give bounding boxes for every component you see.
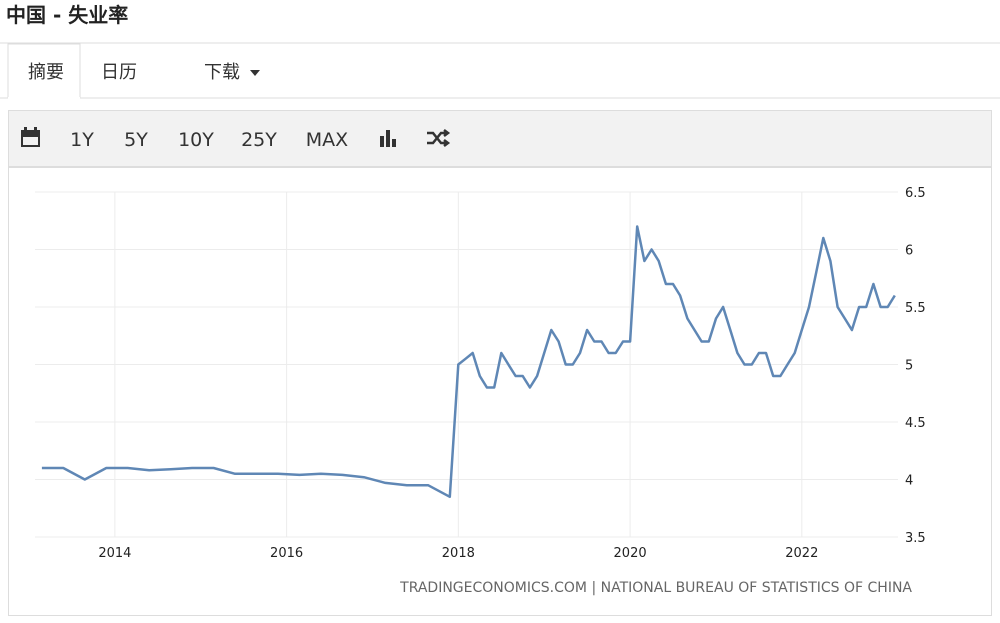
line — [41, 225, 896, 499]
x-tick-label: 2022 — [785, 546, 818, 561]
x-tick-label: 2020 — [614, 546, 647, 561]
tab-gap — [8, 97, 80, 100]
tab[interactable]: 下载 — [204, 62, 240, 83]
shuffle-icon[interactable] — [427, 129, 451, 147]
y-tick-label: 5 — [905, 359, 913, 374]
y-tick-label: 6 — [905, 244, 913, 259]
range-button[interactable]: 10Y — [178, 129, 214, 151]
y-tick-label: 4.5 — [905, 416, 926, 431]
y-tick-label: 6.5 — [905, 186, 926, 201]
x-tick-label: 2018 — [442, 546, 475, 561]
x-tick-label: 2016 — [270, 546, 303, 561]
chart-frame — [8, 167, 992, 616]
x-tick-label: 2014 — [98, 546, 131, 561]
y-tick-label: 5.5 — [905, 301, 926, 316]
range-button[interactable]: 1Y — [70, 129, 94, 151]
tab[interactable]: 日历 — [101, 62, 137, 83]
range-button[interactable]: MAX — [306, 129, 348, 151]
caret — [250, 70, 260, 76]
range-button[interactable]: 25Y — [241, 129, 277, 151]
calendar-icon[interactable] — [21, 127, 40, 147]
y-tick-label: 4 — [905, 474, 913, 489]
toolbar — [8, 110, 992, 167]
active-tab — [7, 43, 81, 98]
page-title: 中国 - 失业率 — [6, 3, 128, 27]
range-button[interactable]: 5Y — [124, 129, 148, 151]
source: TRADINGECONOMICS.COM | NATIONAL BUREAU O… — [399, 580, 912, 596]
bar-icon[interactable] — [380, 130, 396, 147]
plot: 3.5 4 4.5 5 5.5 6 6.5 2014 2016 2018 2020 2022 — [35, 186, 926, 561]
y-tick-label: 3.5 — [905, 531, 926, 546]
tab[interactable]: 摘要 — [28, 62, 64, 83]
